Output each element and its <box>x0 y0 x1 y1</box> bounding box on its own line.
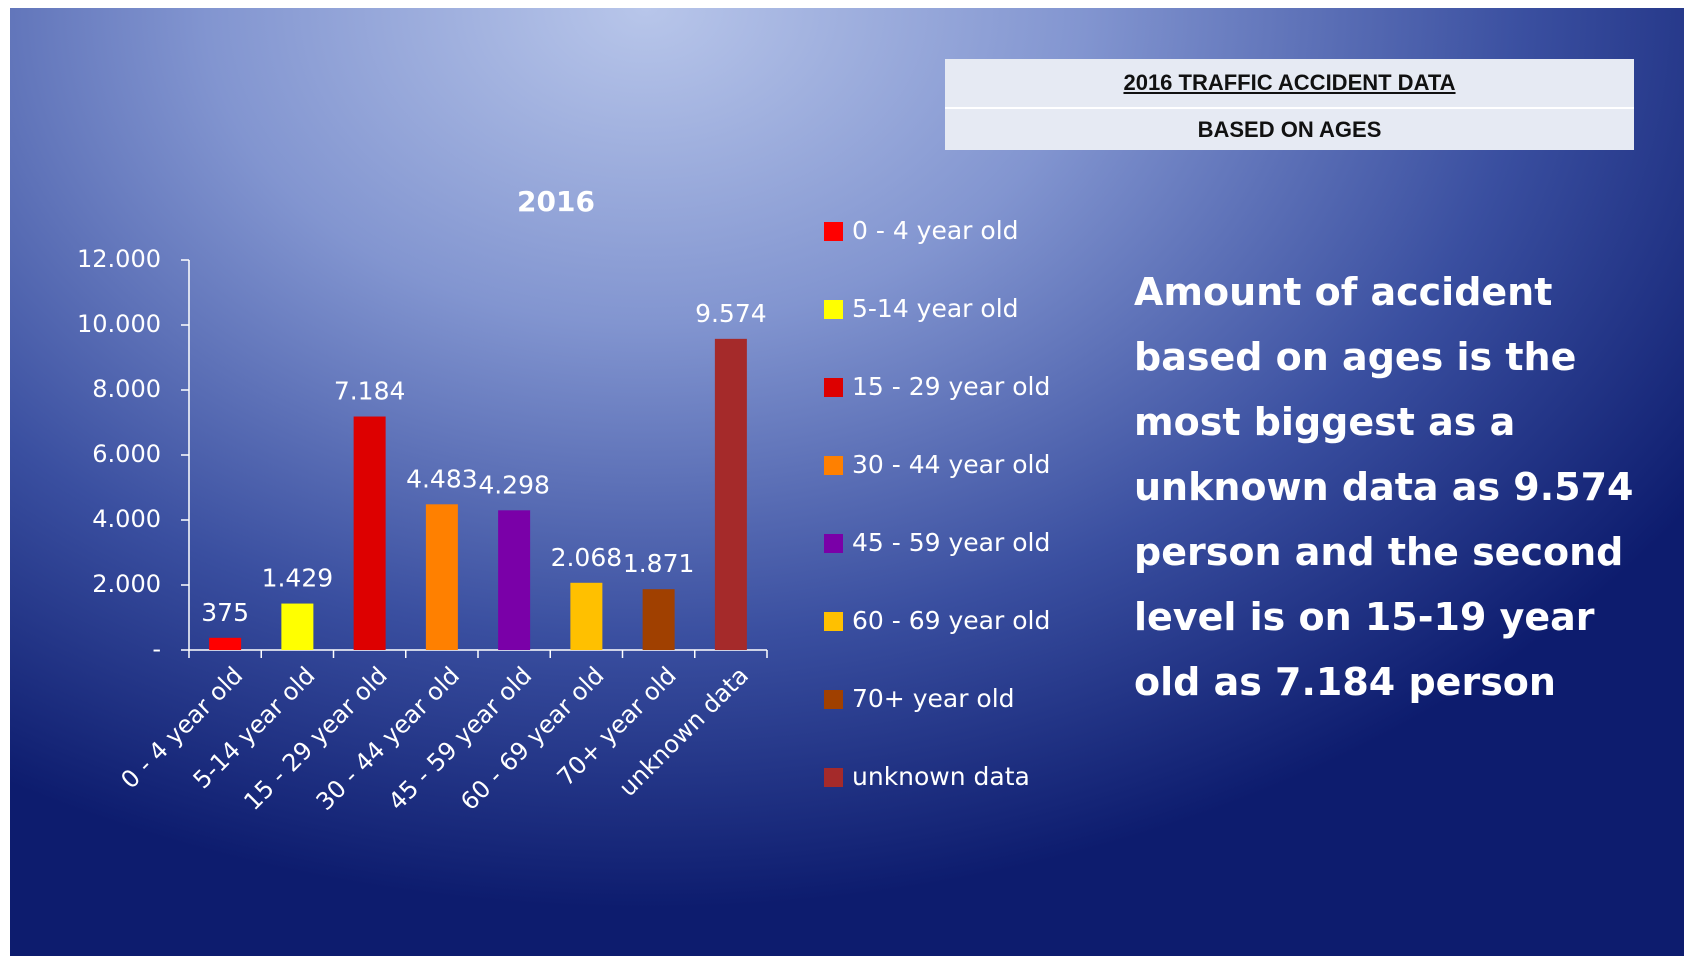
legend-entry: 60 - 69 year old <box>824 601 1054 641</box>
chart-title: 2016 <box>517 185 595 218</box>
legend-entry: 15 - 29 year old <box>824 367 1054 407</box>
legend-swatch <box>824 300 843 319</box>
chart: 2016 - 2.000 4.000 6.000 8.000 10.000 12.000 37… <box>77 185 768 816</box>
legend-entry: 0 - 4 year old <box>824 211 1054 251</box>
legend-label: unknown data <box>852 762 1030 791</box>
legend-swatch <box>824 378 843 397</box>
legend-entry: 45 - 59 year old <box>824 523 1054 563</box>
legend-entry: 5-14 year old <box>824 289 1054 329</box>
legend-label: 15 - 29 year old <box>852 372 1051 401</box>
bar <box>714 338 747 650</box>
bar <box>353 416 386 650</box>
y-tick-label: 8.000 <box>92 375 161 403</box>
y-tick-label: 6.000 <box>92 440 161 468</box>
value-label: 375 <box>201 598 249 627</box>
legend-label: 45 - 59 year old <box>852 528 1051 557</box>
bar <box>642 589 675 650</box>
legend-label: 0 - 4 year old <box>852 216 1019 245</box>
legend-swatch <box>824 222 843 241</box>
y-tick-label: - <box>152 635 161 663</box>
legend-swatch <box>824 612 843 631</box>
value-label: 9.574 <box>695 299 767 328</box>
value-label: 7.184 <box>334 377 406 406</box>
legend-label: 70+ year old <box>852 684 1015 713</box>
legend-entry: 70+ year old <box>824 679 1054 719</box>
note-text: Amount of accident based on ages is the … <box>1134 270 1634 704</box>
value-label: 4.298 <box>478 470 550 499</box>
bar <box>498 510 531 650</box>
bar <box>209 637 242 650</box>
bar <box>425 504 458 650</box>
value-label: 1.429 <box>262 564 334 593</box>
y-tick-label: 2.000 <box>92 570 161 598</box>
x-tick-label: 0 - 4 year old <box>115 661 248 794</box>
legend-swatch <box>824 768 843 787</box>
legend-swatch <box>824 690 843 709</box>
legend-entry: 30 - 44 year old <box>824 445 1054 485</box>
value-label: 1.871 <box>623 549 695 578</box>
legend-swatch <box>824 534 843 553</box>
y-tick-label: 10.000 <box>77 310 161 338</box>
bar <box>570 582 603 650</box>
x-tick-label: unknown data <box>614 661 755 802</box>
legend-swatch <box>824 456 843 475</box>
legend-entry: unknown data <box>824 757 1054 797</box>
legend-label: 5-14 year old <box>852 294 1019 323</box>
legend-label: 60 - 69 year old <box>852 606 1051 635</box>
y-tick-label: 12.000 <box>77 245 161 273</box>
value-label: 4.483 <box>406 464 478 493</box>
header-box: 2016 TRAFFIC ACCIDENT DATA BASED ON AGES <box>945 59 1634 150</box>
slide: 2016 - 2.000 4.000 6.000 8.000 10.000 12.000 37… <box>10 8 1684 956</box>
y-tick-label: 4.000 <box>92 505 161 533</box>
header-title: 2016 TRAFFIC ACCIDENT DATA <box>945 59 1634 109</box>
legend-label: 30 - 44 year old <box>852 450 1051 479</box>
value-label: 2.068 <box>551 543 623 572</box>
bar <box>281 603 314 650</box>
header-subtitle: BASED ON AGES <box>945 109 1634 150</box>
